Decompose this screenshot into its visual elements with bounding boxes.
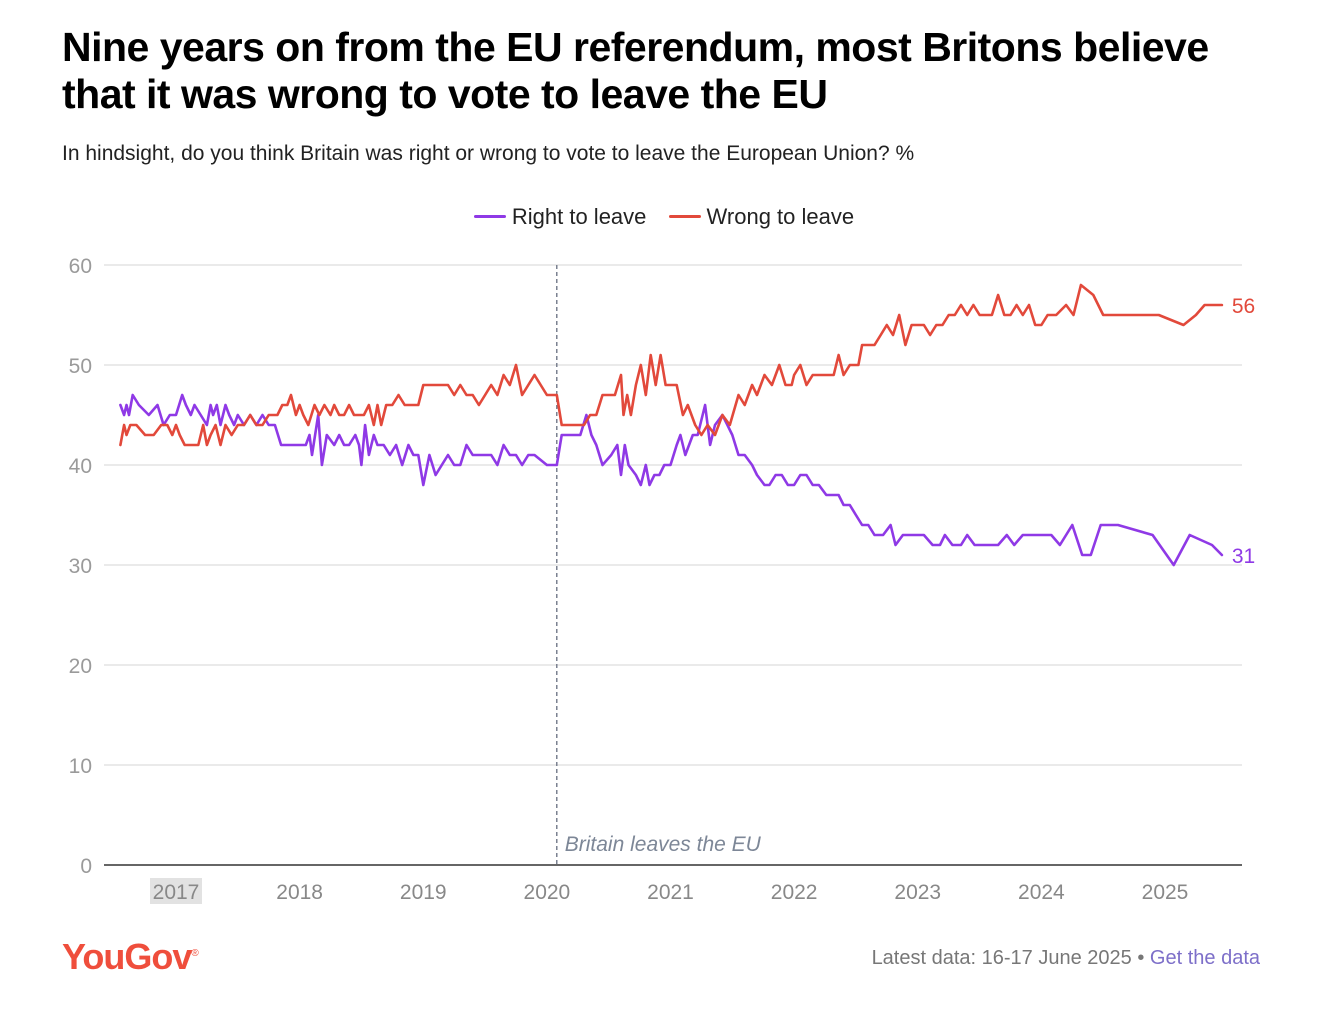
x-tick-highlight xyxy=(150,878,202,904)
x-tick-label: 2021 xyxy=(647,881,694,904)
legend: Right to leave Wrong to leave xyxy=(0,198,1328,230)
legend-label-wrong: Wrong to leave xyxy=(706,203,855,229)
chart-title: Nine years on from the EU referendum, mo… xyxy=(62,24,1209,117)
y-tick-label: 60 xyxy=(69,255,92,278)
legend-item-wrong[interactable]: Wrong to leave xyxy=(668,203,855,230)
x-tick-label: 2020 xyxy=(524,881,571,904)
end-label-right-to-leave: 31 xyxy=(1232,545,1255,568)
legend-label-right: Right to leave xyxy=(511,203,647,229)
series-line-wrong-to-leave xyxy=(119,283,1224,447)
yougov-logo[interactable]: YouGov® xyxy=(62,936,199,977)
legend-swatch-right xyxy=(473,215,506,218)
x-tick-label: 2017 xyxy=(153,881,200,904)
footer-separator: • xyxy=(1137,947,1145,969)
footer-source: Latest data: 16-17 June 2025 • Get the d… xyxy=(872,947,1260,970)
legend-swatch-wrong xyxy=(668,215,701,218)
x-tick-label: 2024 xyxy=(1018,881,1065,904)
logo-text: YouGov xyxy=(62,936,192,977)
x-tick-label: 2022 xyxy=(771,881,818,904)
x-tick-label: 2023 xyxy=(894,881,941,904)
brexit-annotation-label: Britain leaves the EU xyxy=(565,833,762,856)
y-tick-label: 50 xyxy=(69,355,92,378)
x-tick-label: 2018 xyxy=(276,881,323,904)
chart-subtitle: In hindsight, do you think Britain was r… xyxy=(62,142,915,165)
y-tick-label: 40 xyxy=(69,455,92,478)
x-tick-label: 2019 xyxy=(400,881,447,904)
x-tick-label: 2025 xyxy=(1142,881,1189,904)
y-tick-label: 0 xyxy=(80,855,92,878)
get-the-data-link[interactable]: Get the data xyxy=(1149,947,1260,969)
legend-item-right[interactable]: Right to leave xyxy=(473,203,647,230)
y-tick-label: 30 xyxy=(69,555,92,578)
y-tick-label: 20 xyxy=(69,655,92,678)
latest-data-text: Latest data: 16-17 June 2025 xyxy=(871,947,1132,969)
end-label-wrong-to-leave: 56 xyxy=(1232,295,1255,318)
y-tick-label: 10 xyxy=(69,755,92,778)
series-line-right-to-leave xyxy=(119,393,1224,567)
